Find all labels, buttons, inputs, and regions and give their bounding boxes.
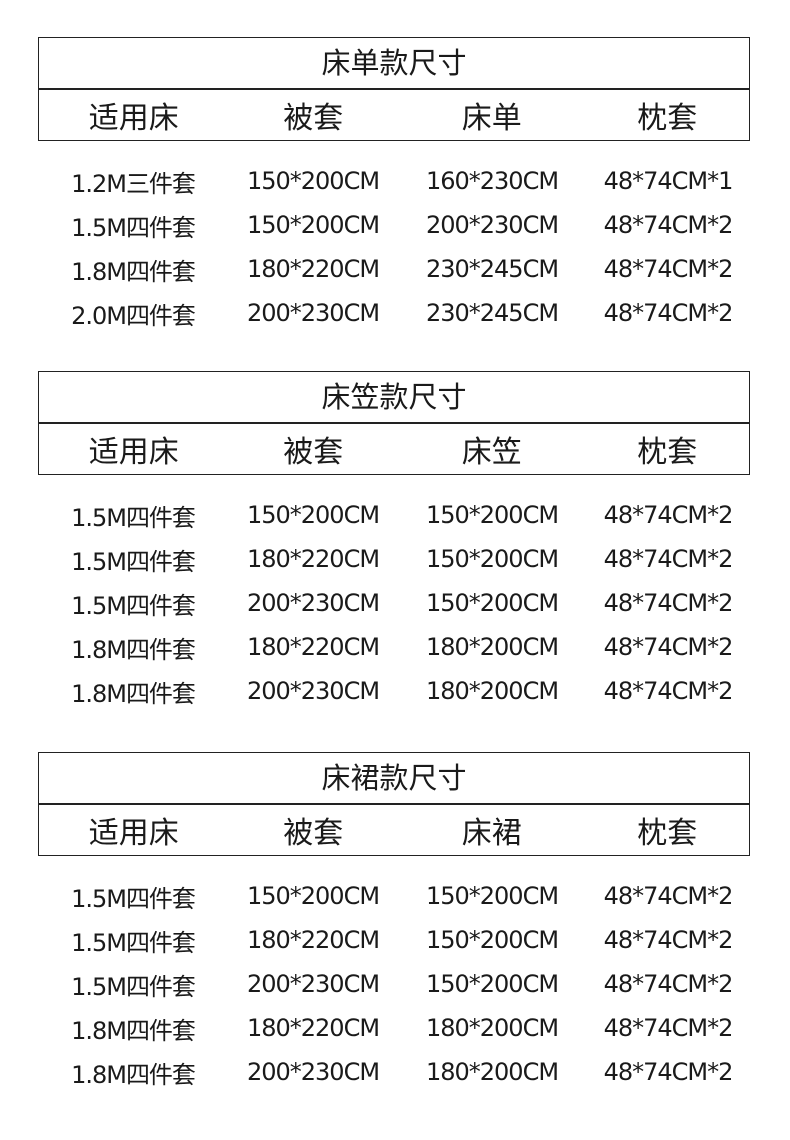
table-cell: 150*200CM	[425, 882, 559, 910]
column-header: 床笠	[461, 435, 522, 470]
section-title: 床裙款尺寸	[39, 753, 749, 805]
table-cell: 200*230CM	[246, 1058, 380, 1086]
table-cell: 200*230CM	[246, 677, 380, 705]
table-cell: 180*220CM	[246, 1014, 380, 1042]
table-cell: 1.5M四件套	[71, 884, 196, 913]
table-cell: 150*200CM	[246, 501, 380, 529]
column-header-row: 适用床 被套 床笠 枕套	[39, 424, 749, 474]
table-header-box: 床单款尺寸适用床 被套 床单 枕套	[38, 37, 750, 141]
column-header: 适用床	[88, 816, 179, 851]
table-cell: 200*230CM	[425, 211, 559, 239]
table-row: 1.5M四件套 180*220CM 150*200CM 48*74CM*2	[38, 537, 750, 581]
table-cell: 48*74CM*2	[603, 1014, 734, 1042]
table-row: 1.8M四件套 180*220CM 180*200CM 48*74CM*2	[38, 1006, 750, 1050]
section-title: 床单款尺寸	[39, 38, 749, 90]
table-cell: 180*220CM	[246, 545, 380, 573]
table-cell: 48*74CM*2	[603, 1058, 734, 1086]
table-header-box: 床裙款尺寸适用床 被套 床裙 枕套	[38, 752, 750, 856]
table-cell: 48*74CM*1	[603, 167, 734, 195]
section-title: 床笠款尺寸	[39, 372, 749, 424]
table-cell: 200*230CM	[246, 299, 380, 327]
table-row: 1.5M四件套 200*230CM 150*200CM 48*74CM*2	[38, 962, 750, 1006]
table-cell: 1.8M四件套	[71, 1016, 196, 1045]
table-cell: 48*74CM*2	[603, 211, 734, 239]
column-header-row: 适用床 被套 床裙 枕套	[39, 805, 749, 855]
column-header-row: 适用床 被套 床单 枕套	[39, 90, 749, 140]
table-cell: 48*74CM*2	[603, 882, 734, 910]
table-row: 1.2M三件套 150*200CM 160*230CM 48*74CM*1	[38, 159, 750, 203]
table-cell: 1.5M四件套	[71, 972, 196, 1001]
table-cell: 48*74CM*2	[603, 633, 734, 661]
table-cell: 150*200CM	[425, 589, 559, 617]
table-cell: 1.5M四件套	[71, 591, 196, 620]
table-cell: 1.5M四件套	[71, 547, 196, 576]
column-header: 被套	[283, 435, 344, 470]
table-row: 1.8M四件套 180*220CM 230*245CM 48*74CM*2	[38, 247, 750, 291]
table-cell: 180*200CM	[425, 1014, 559, 1042]
table-cell: 1.5M四件套	[71, 213, 196, 242]
column-header: 适用床	[88, 101, 179, 136]
column-header: 枕套	[637, 435, 698, 470]
table-body: 1.2M三件套 150*200CM 160*230CM 48*74CM*1 1.5M四件…	[38, 159, 750, 335]
table-cell: 180*220CM	[246, 255, 380, 283]
table-body: 1.5M四件套 150*200CM 150*200CM 48*74CM*2 1.5M四件…	[38, 874, 750, 1094]
table-cell: 1.5M四件套	[71, 503, 196, 532]
table-cell: 1.5M四件套	[71, 928, 196, 957]
table-cell: 150*200CM	[425, 926, 559, 954]
table-cell: 48*74CM*2	[603, 589, 734, 617]
size-table-section: 床裙款尺寸适用床 被套 床裙 枕套 1.5M四件套 150*200CM 150*200CM 4…	[38, 752, 750, 1094]
table-row: 2.0M四件套 200*230CM 230*245CM 48*74CM*2	[38, 291, 750, 335]
table-cell: 230*245CM	[425, 299, 559, 327]
table-cell: 200*230CM	[246, 970, 380, 998]
column-header: 被套	[283, 101, 344, 136]
table-cell: 180*200CM	[425, 633, 559, 661]
table-row: 1.8M四件套 200*230CM 180*200CM 48*74CM*2	[38, 1050, 750, 1094]
table-row: 1.8M四件套 180*220CM 180*200CM 48*74CM*2	[38, 625, 750, 669]
table-cell: 180*220CM	[246, 926, 380, 954]
table-cell: 150*200CM	[246, 167, 380, 195]
table-row: 1.5M四件套 150*200CM 200*230CM 48*74CM*2	[38, 203, 750, 247]
table-cell: 1.8M四件套	[71, 1060, 196, 1089]
table-cell: 180*200CM	[425, 1058, 559, 1086]
table-cell: 48*74CM*2	[603, 970, 734, 998]
table-cell: 48*74CM*2	[603, 926, 734, 954]
column-header: 枕套	[637, 101, 698, 136]
table-cell: 150*200CM	[425, 970, 559, 998]
table-cell: 48*74CM*2	[603, 545, 734, 573]
table-cell: 48*74CM*2	[603, 299, 734, 327]
table-cell: 48*74CM*2	[603, 255, 734, 283]
table-cell: 200*230CM	[246, 589, 380, 617]
table-cell: 150*200CM	[425, 545, 559, 573]
table-body: 1.5M四件套 150*200CM 150*200CM 48*74CM*2 1.5M四件…	[38, 493, 750, 713]
table-cell: 1.8M四件套	[71, 257, 196, 286]
table-cell: 2.0M四件套	[71, 301, 196, 330]
column-header: 床裙	[461, 816, 522, 851]
table-row: 1.8M四件套 200*230CM 180*200CM 48*74CM*2	[38, 669, 750, 713]
table-header-box: 床笠款尺寸适用床 被套 床笠 枕套	[38, 371, 750, 475]
column-header: 枕套	[637, 816, 698, 851]
table-cell: 1.8M四件套	[71, 635, 196, 664]
table-cell: 1.2M三件套	[71, 169, 196, 198]
table-cell: 150*200CM	[425, 501, 559, 529]
column-header: 被套	[283, 816, 344, 851]
table-cell: 1.8M四件套	[71, 679, 196, 708]
table-row: 1.5M四件套 150*200CM 150*200CM 48*74CM*2	[38, 874, 750, 918]
table-row: 1.5M四件套 180*220CM 150*200CM 48*74CM*2	[38, 918, 750, 962]
column-header: 床单	[461, 101, 522, 136]
size-table-section: 床笠款尺寸适用床 被套 床笠 枕套 1.5M四件套 150*200CM 150*200CM 4…	[38, 371, 750, 713]
table-cell: 48*74CM*2	[603, 677, 734, 705]
size-table-section: 床单款尺寸适用床 被套 床单 枕套 1.2M三件套 150*200CM 160*230CM 4…	[38, 37, 750, 335]
table-cell: 180*200CM	[425, 677, 559, 705]
table-row: 1.5M四件套 200*230CM 150*200CM 48*74CM*2	[38, 581, 750, 625]
column-header: 适用床	[88, 435, 179, 470]
table-cell: 150*200CM	[246, 211, 380, 239]
table-cell: 160*230CM	[425, 167, 559, 195]
table-cell: 48*74CM*2	[603, 501, 734, 529]
table-cell: 230*245CM	[425, 255, 559, 283]
table-row: 1.5M四件套 150*200CM 150*200CM 48*74CM*2	[38, 493, 750, 537]
table-cell: 180*220CM	[246, 633, 380, 661]
table-cell: 150*200CM	[246, 882, 380, 910]
